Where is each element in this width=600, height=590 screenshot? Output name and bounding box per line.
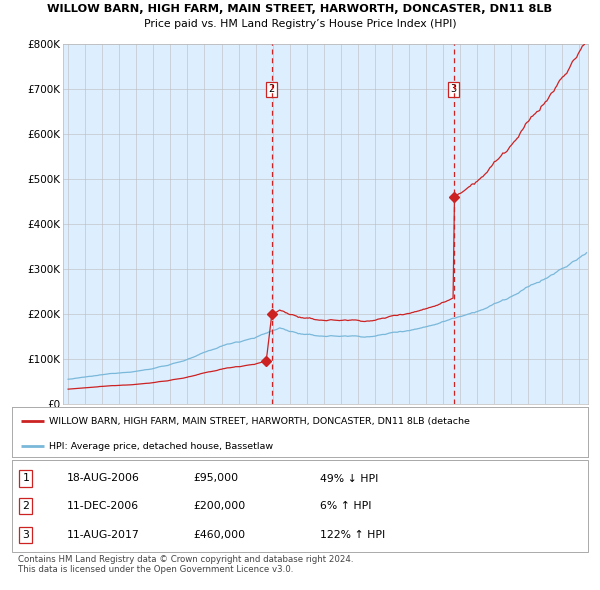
Text: 49% ↓ HPI: 49% ↓ HPI [320,474,379,483]
Text: 3: 3 [451,84,457,94]
Text: £460,000: £460,000 [193,530,245,540]
Text: 2: 2 [22,501,29,511]
Text: 3: 3 [22,530,29,540]
Text: 2: 2 [269,84,275,94]
Text: Contains HM Land Registry data © Crown copyright and database right 2024.
This d: Contains HM Land Registry data © Crown c… [18,555,353,574]
Text: 18-AUG-2006: 18-AUG-2006 [67,474,140,483]
Text: 122% ↑ HPI: 122% ↑ HPI [320,530,385,540]
Text: £200,000: £200,000 [193,501,245,511]
Text: 6% ↑ HPI: 6% ↑ HPI [320,501,371,511]
Text: 11-DEC-2006: 11-DEC-2006 [67,501,139,511]
Text: Price paid vs. HM Land Registry’s House Price Index (HPI): Price paid vs. HM Land Registry’s House … [143,19,457,29]
Text: WILLOW BARN, HIGH FARM, MAIN STREET, HARWORTH, DONCASTER, DN11 8LB: WILLOW BARN, HIGH FARM, MAIN STREET, HAR… [47,4,553,14]
Text: 11-AUG-2017: 11-AUG-2017 [67,530,139,540]
Text: £95,000: £95,000 [193,474,239,483]
Text: HPI: Average price, detached house, Bassetlaw: HPI: Average price, detached house, Bass… [49,442,274,451]
Text: 1: 1 [22,474,29,483]
Text: WILLOW BARN, HIGH FARM, MAIN STREET, HARWORTH, DONCASTER, DN11 8LB (detache: WILLOW BARN, HIGH FARM, MAIN STREET, HAR… [49,417,470,425]
